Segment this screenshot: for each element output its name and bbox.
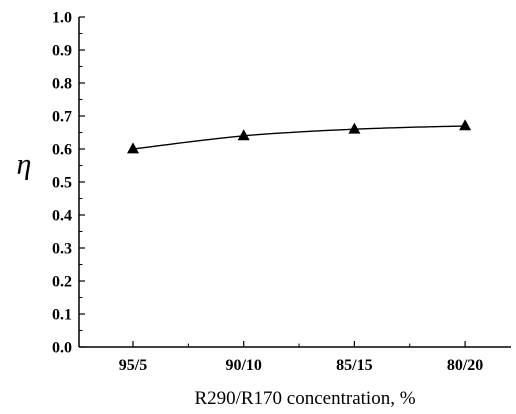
y-axis-ticks: 0.0 0.1 0.2 0.3 0.4 0.5 0.6 0.7 0.8 0.9 1.0 [52, 10, 85, 357]
data-point-triangle [459, 119, 472, 131]
series-layer [127, 119, 472, 154]
y-tick-label: 0.8 [52, 76, 72, 93]
y-tick-label: 1.0 [52, 10, 72, 27]
y-tick-label: 0.1 [52, 307, 72, 324]
y-tick-label: 0.4 [52, 208, 72, 225]
plot-frame [78, 17, 511, 348]
y-tick-label: 0.5 [52, 175, 72, 192]
y-tick-label: 0.0 [52, 340, 72, 357]
x-tick-label: 85/15 [336, 357, 372, 374]
y-tick-label: 0.6 [52, 142, 72, 159]
data-point-triangle [237, 129, 250, 141]
x-axis-title: R290/R170 concentration, % [194, 388, 415, 409]
x-tick-label: 90/10 [225, 357, 261, 374]
x-tick-label: 95/5 [119, 357, 147, 374]
y-tick-label: 0.2 [52, 274, 72, 291]
y-tick-label: 0.9 [52, 43, 72, 60]
series-line [132, 125, 466, 150]
y-tick-label: 0.3 [52, 241, 72, 258]
y-tick-label: 0.7 [52, 109, 72, 126]
x-axis-ticks: 95/5 90/10 85/15 80/20 [119, 341, 483, 374]
y-axis-title: η [17, 148, 32, 181]
data-point-triangle [127, 142, 139, 154]
data-point-triangle [348, 122, 361, 134]
x-tick-label: 80/20 [447, 357, 483, 374]
